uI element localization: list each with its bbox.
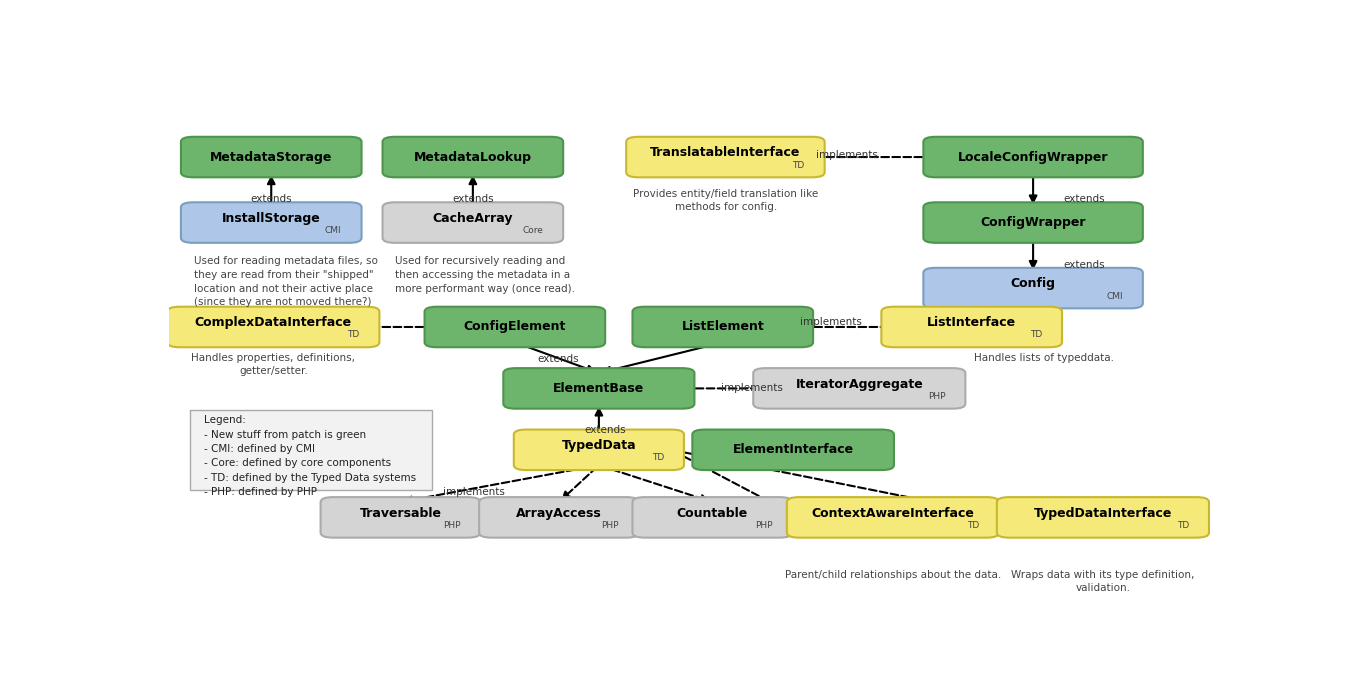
- Text: Traversable: Traversable: [359, 507, 442, 520]
- Text: ListInterface: ListInterface: [927, 316, 1016, 329]
- Text: ContextAwareInterface: ContextAwareInterface: [812, 507, 974, 520]
- Text: extends: extends: [537, 354, 579, 364]
- Text: implements: implements: [443, 487, 505, 497]
- Text: TD: TD: [347, 331, 359, 340]
- Text: ListElement: ListElement: [682, 320, 764, 333]
- FancyBboxPatch shape: [753, 368, 965, 409]
- FancyBboxPatch shape: [167, 307, 379, 347]
- FancyBboxPatch shape: [997, 497, 1209, 538]
- Text: LocaleConfigWrapper: LocaleConfigWrapper: [958, 150, 1108, 163]
- Text: ConfigElement: ConfigElement: [463, 320, 566, 333]
- Text: ElementBase: ElementBase: [553, 382, 645, 395]
- FancyBboxPatch shape: [190, 410, 432, 490]
- Text: TD: TD: [1030, 331, 1042, 340]
- Text: extends: extends: [584, 425, 626, 436]
- Text: Config: Config: [1011, 277, 1056, 290]
- Text: InstallStorage: InstallStorage: [222, 212, 321, 225]
- FancyBboxPatch shape: [182, 202, 362, 243]
- Text: ConfigWrapper: ConfigWrapper: [981, 216, 1085, 229]
- Text: CMI: CMI: [1106, 292, 1123, 300]
- Text: Legend:
- New stuff from patch is green
- CMI: defined by CMI
- Core: defined by: Legend: - New stuff from patch is green …: [205, 415, 416, 497]
- Text: MetadataLookup: MetadataLookup: [413, 150, 533, 163]
- Text: Core: Core: [522, 226, 543, 235]
- FancyBboxPatch shape: [514, 429, 684, 470]
- FancyBboxPatch shape: [424, 307, 606, 347]
- FancyBboxPatch shape: [923, 202, 1142, 243]
- Text: IteratorAggregate: IteratorAggregate: [795, 378, 923, 391]
- Text: PHP: PHP: [443, 521, 461, 530]
- FancyBboxPatch shape: [692, 429, 894, 470]
- Text: CMI: CMI: [325, 226, 341, 235]
- Text: TypedDataInterface: TypedDataInterface: [1034, 507, 1172, 520]
- FancyBboxPatch shape: [626, 137, 825, 177]
- Text: implements: implements: [816, 150, 878, 160]
- Text: ArrayAccess: ArrayAccess: [516, 507, 602, 520]
- Text: PHP: PHP: [755, 521, 772, 530]
- Text: ElementInterface: ElementInterface: [733, 443, 854, 456]
- Text: implements: implements: [799, 317, 862, 327]
- Text: Used for reading metadata files, so
they are read from their "shipped"
location : Used for reading metadata files, so they…: [194, 257, 378, 307]
- Text: PHP: PHP: [928, 392, 946, 401]
- FancyBboxPatch shape: [503, 368, 694, 409]
- FancyBboxPatch shape: [182, 137, 362, 177]
- FancyBboxPatch shape: [382, 202, 564, 243]
- FancyBboxPatch shape: [480, 497, 638, 538]
- Text: Handles properties, definitions,
getter/setter.: Handles properties, definitions, getter/…: [191, 353, 355, 376]
- FancyBboxPatch shape: [321, 497, 480, 538]
- Text: extends: extends: [1064, 259, 1104, 270]
- Text: extends: extends: [453, 194, 493, 204]
- Text: MetadataStorage: MetadataStorage: [210, 150, 332, 163]
- FancyBboxPatch shape: [633, 497, 793, 538]
- Text: extends: extends: [251, 194, 293, 204]
- Text: Provides entity/field translation like
methods for config.: Provides entity/field translation like m…: [633, 189, 818, 213]
- Text: TD: TD: [966, 521, 980, 530]
- Text: ComplexDataInterface: ComplexDataInterface: [195, 316, 352, 329]
- Text: implements: implements: [721, 383, 783, 393]
- FancyBboxPatch shape: [382, 137, 564, 177]
- Text: Parent/child relationships about the data.: Parent/child relationships about the dat…: [785, 569, 1001, 580]
- Text: TD: TD: [652, 453, 664, 462]
- Text: CacheArray: CacheArray: [432, 212, 514, 225]
- Text: Handles lists of typeddata.: Handles lists of typeddata.: [974, 353, 1114, 363]
- Text: TD: TD: [793, 161, 805, 169]
- Text: Countable: Countable: [676, 507, 748, 520]
- Text: TypedData: TypedData: [561, 439, 637, 452]
- Text: Wraps data with its type definition,
validation.: Wraps data with its type definition, val…: [1011, 569, 1195, 593]
- Text: TranslatableInterface: TranslatableInterface: [650, 146, 801, 159]
- FancyBboxPatch shape: [881, 307, 1062, 347]
- FancyBboxPatch shape: [923, 137, 1142, 177]
- Text: extends: extends: [1064, 194, 1104, 204]
- Text: TD: TD: [1176, 521, 1190, 530]
- FancyBboxPatch shape: [633, 307, 813, 347]
- FancyBboxPatch shape: [787, 497, 999, 538]
- Text: PHP: PHP: [602, 521, 619, 530]
- Text: Used for recursively reading and
then accessing the metadata in a
more performan: Used for recursively reading and then ac…: [396, 257, 575, 294]
- FancyBboxPatch shape: [923, 268, 1142, 308]
